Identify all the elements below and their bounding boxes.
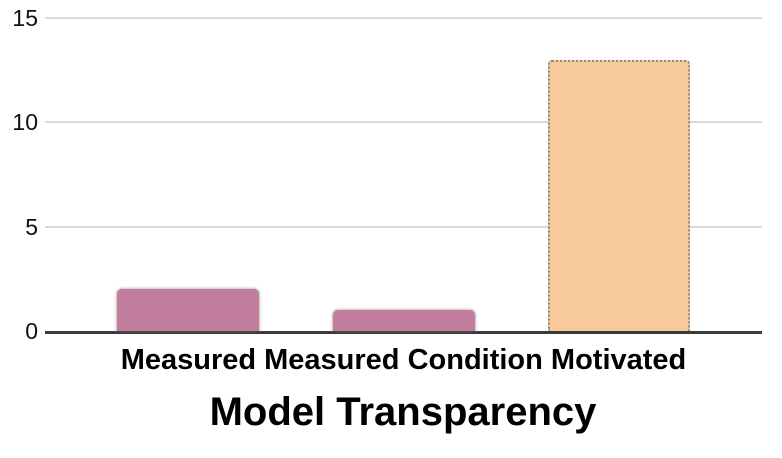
gridline-5 (45, 225, 762, 228)
bar-measured-condition (332, 310, 475, 331)
x-tick-label-measured-condition: Measured Condition (264, 344, 543, 376)
y-tick-label-0: 0 (25, 318, 38, 344)
bar-measured (117, 289, 260, 331)
y-tick-label-10: 10 (12, 109, 38, 136)
chart-title: Model Transparency (209, 390, 597, 434)
y-tick-label-5: 5 (25, 213, 38, 240)
bar-motivated (547, 59, 690, 331)
gridline-10 (45, 121, 762, 124)
gridline-15 (45, 17, 762, 19)
x-tick-label-motivated: Motivated (550, 344, 687, 376)
x-axis-line (45, 331, 762, 334)
y-tick-label-15: 15 (12, 5, 38, 31)
x-tick-label-measured: Measured (120, 344, 257, 376)
